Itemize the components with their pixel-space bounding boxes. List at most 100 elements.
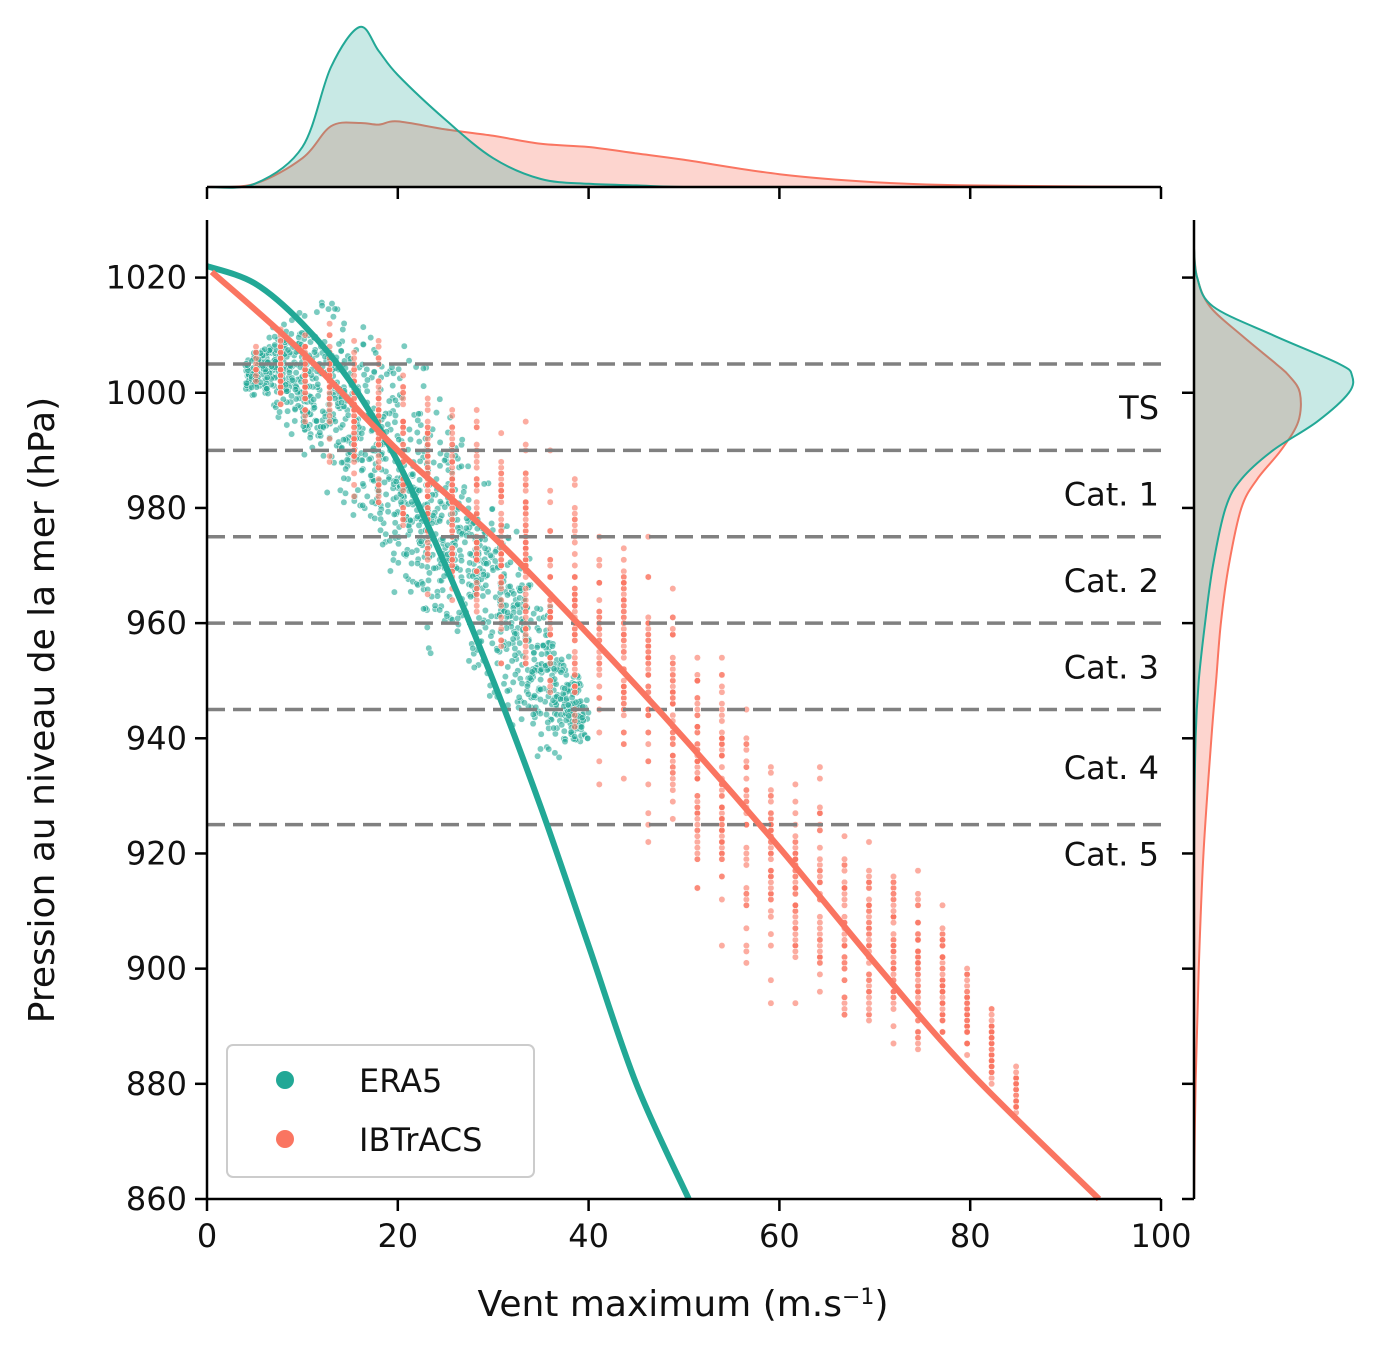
era5-scatter-point (454, 614, 462, 622)
category-label: Cat. 4 (1064, 749, 1159, 787)
ibtracs-scatter-point (644, 642, 652, 650)
ibtracs-scatter-point (326, 458, 334, 466)
era5-scatter-point (371, 514, 379, 522)
ibtracs-scatter-point (767, 763, 775, 771)
ibtracs-scatter-point (375, 498, 383, 506)
ibtracs-scatter-point (497, 625, 505, 633)
era5-scatter-point (248, 383, 256, 391)
ibtracs-scatter-point (497, 481, 505, 489)
ibtracs-scatter-point (350, 458, 358, 466)
ibtracs-scatter-point (816, 878, 824, 886)
ibtracs-scatter-point (620, 688, 628, 696)
ibtracs-scatter-point (693, 838, 701, 846)
ibtracs-scatter-point (718, 706, 726, 713)
ibtracs-scatter-point (620, 556, 628, 564)
ibtracs-scatter-point (718, 850, 726, 857)
ibtracs-scatter-point (644, 809, 652, 817)
ibtracs-scatter-point (816, 913, 824, 921)
ibtracs-scatter-point (669, 585, 677, 593)
ibtracs-scatter-point (693, 706, 701, 713)
era5-scatter-point (458, 436, 466, 444)
ibtracs-scatter-point (939, 953, 946, 961)
era5-scatter-point (550, 724, 558, 732)
ibtracs-scatter-point (693, 792, 701, 800)
era5-scatter-point (358, 456, 366, 464)
ibtracs-scatter-point (914, 999, 922, 1007)
ibtracs-scatter-point (669, 763, 677, 771)
ibtracs-scatter-point (767, 930, 775, 938)
era5-scatter-point (310, 396, 318, 403)
ibtracs-scatter-point (350, 481, 358, 489)
ibtracs-scatter-point (669, 775, 677, 783)
ibtracs-scatter-point (1012, 1063, 1020, 1070)
era5-scatter-point (382, 490, 390, 498)
era5-scatter-point (377, 515, 385, 523)
ibtracs-scatter-point (669, 815, 677, 823)
ibtracs-scatter-point (841, 884, 848, 892)
ibtracs-scatter-point (277, 349, 285, 356)
ibtracs-scatter-point (522, 631, 530, 639)
ibtracs-scatter-point (497, 469, 505, 477)
ibtracs-scatter-point (644, 683, 652, 690)
era5-scatter-point (461, 538, 469, 546)
ibtracs-scatter-point (424, 458, 432, 466)
ibtracs-scatter-point (742, 901, 750, 909)
ibtracs-scatter-point (424, 544, 432, 552)
ibtracs-scatter-point (473, 596, 481, 604)
ibtracs-scatter-point (890, 953, 897, 961)
ibtracs-scatter-point (497, 636, 505, 644)
ibtracs-scatter-point (277, 372, 285, 379)
era5-scatter-point (340, 498, 348, 506)
era5-scatter-point (482, 581, 490, 589)
ibtracs-scatter-point (620, 608, 628, 616)
ibtracs-scatter-point (350, 349, 358, 356)
ibtracs-scatter-point (693, 729, 701, 736)
era5-scatter-point (427, 649, 435, 657)
ibtracs-scatter-point (939, 999, 946, 1007)
y-tick-label: 920 (126, 834, 187, 872)
era5-scatter-point (415, 438, 423, 446)
era5-scatter-point (291, 406, 299, 413)
ibtracs-scatter-point (791, 838, 799, 846)
ibtracs-scatter-point (620, 648, 628, 656)
era5-scatter-point (280, 321, 288, 328)
ibtracs-scatter-point (841, 1005, 848, 1013)
ibtracs-scatter-point (767, 769, 775, 777)
era5-scatter-point (457, 462, 465, 470)
ibtracs-scatter-point (571, 521, 579, 529)
era5-scatter-point (537, 676, 545, 684)
ibtracs-scatter-point (816, 873, 824, 880)
era5-scatter-point (441, 503, 449, 511)
era5-scatter-point (480, 571, 487, 579)
ibtracs-scatter-point (669, 654, 677, 662)
ibtracs-scatter-point (448, 452, 456, 460)
ibtracs-scatter-point (497, 596, 505, 604)
era5-scatter-point (390, 369, 397, 377)
ibtracs-scatter-point (939, 988, 946, 996)
top-marginal-ticks (205, 185, 1163, 199)
ibtracs-scatter-point (669, 769, 677, 777)
ibtracs-scatter-point (497, 556, 505, 564)
ibtracs-scatter-point (816, 947, 824, 955)
ibtracs-scatter-point (571, 671, 579, 679)
ibtracs-scatter-point (546, 556, 554, 564)
ibtracs-scatter-point (497, 585, 505, 593)
ibtracs-scatter-point (497, 498, 505, 506)
ibtracs-scatter-point (939, 930, 946, 938)
ibtracs-scatter-point (595, 613, 603, 621)
era5-scatter-point (408, 560, 416, 567)
era5-scatter-point (382, 455, 390, 463)
ibtracs-scatter-point (742, 844, 750, 852)
ibtracs-scatter-point (890, 919, 897, 927)
ibtracs-scatter-point (693, 803, 701, 811)
ibtracs-scatter-point (693, 763, 701, 771)
ibtracs-scatter-point (865, 867, 873, 875)
era5-scatter-point (486, 692, 494, 700)
ibtracs-scatter-point (350, 423, 358, 431)
ibtracs-scatter-point (620, 711, 628, 719)
ibtracs-scatter-point (473, 452, 481, 460)
ibtracs-scatter-point (595, 579, 603, 587)
era5-scatter-point (263, 374, 271, 381)
ibtracs-scatter-point (497, 602, 505, 610)
ibtracs-scatter-point (988, 1040, 996, 1047)
